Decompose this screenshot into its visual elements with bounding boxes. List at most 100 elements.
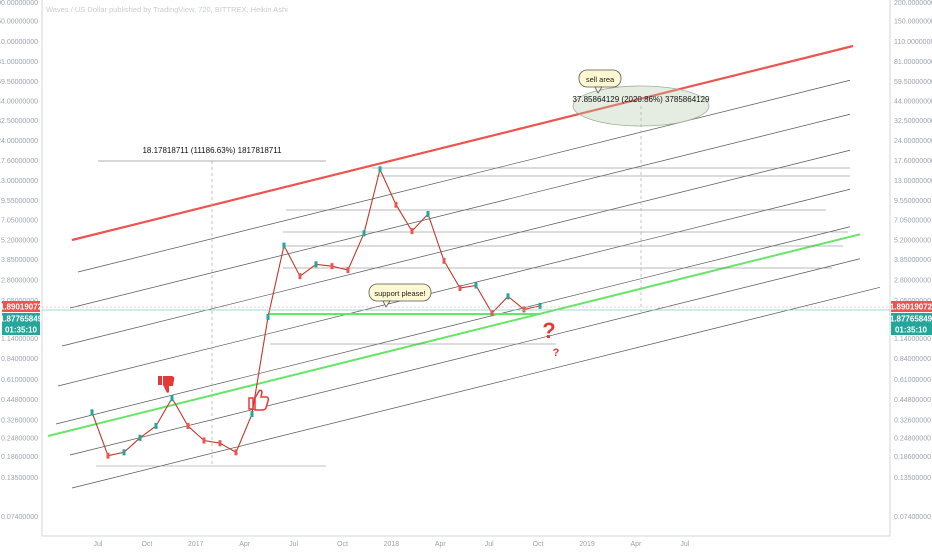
left-tick-label: 0.44800000	[1, 397, 38, 404]
price-point	[538, 302, 542, 309]
left-tick-label: 9.55000000	[1, 198, 38, 205]
right-tick-label: 0.13500000	[894, 475, 931, 482]
right-tick-label: 81.00000000	[894, 59, 932, 66]
right-tick-label: 2.80000000	[894, 278, 931, 285]
price-point	[218, 440, 222, 447]
sell-area-bubble: sell area	[578, 69, 622, 94]
price-point	[250, 411, 254, 418]
x-tick-label: Jul	[680, 541, 689, 548]
x-tick-label: Apr	[239, 541, 251, 548]
right-tick-label: 200.00000000	[894, 0, 932, 7]
price-tag-left-2: 1.87765849	[0, 313, 43, 324]
measure-2-label: 37.85864129 (2020.86%) 3785864129	[572, 95, 710, 104]
measure-1-label: 18.17818711 (11186.63%) 1817818711	[142, 146, 282, 155]
left-tick-label: 44.00000000	[0, 98, 38, 105]
price-point	[314, 261, 318, 268]
price-point	[298, 273, 302, 280]
right-tick-label: 150.00000000	[894, 19, 932, 26]
price-point	[138, 434, 142, 441]
price-point	[490, 310, 494, 317]
right-tick-label: 0.18600000	[894, 454, 931, 461]
left-tick-label: 24.00000000	[0, 138, 38, 145]
right-tick-label: 0.07400000	[894, 514, 931, 521]
price-tag-2: 1.87765849	[890, 313, 932, 324]
price-point	[378, 166, 382, 173]
price-tag-1: 1.89019072	[890, 301, 932, 312]
price-point	[426, 211, 430, 218]
price-point	[282, 242, 286, 249]
price-point	[122, 449, 126, 456]
left-tick-label: 5.20000000	[1, 237, 38, 244]
price-point	[90, 409, 94, 416]
thumbs-up-icon	[248, 389, 270, 411]
price-tag-left-3-text: 01:35:10	[5, 326, 38, 335]
x-tick-label: Apr	[630, 541, 642, 548]
support-bubble-text: support please!	[374, 289, 425, 298]
question-mark-large: ?	[542, 318, 555, 343]
price-line	[91, 167, 541, 457]
left-tick-label: 59.50000000	[0, 79, 38, 86]
left-tick-label: 200.00000000	[0, 0, 38, 7]
resistance-line	[71, 44, 854, 242]
price-point	[346, 266, 350, 273]
price-tag-3-text: 01:35:10	[895, 326, 928, 335]
x-tick-label: Jul	[485, 541, 494, 548]
channel-line	[69, 113, 851, 309]
left-tick-label: 150.00000000	[0, 19, 38, 26]
price-point	[202, 437, 206, 444]
price-point	[234, 449, 238, 456]
price-tag-left-2-text: 1.87765849	[0, 315, 43, 324]
x-tick-label: Oct	[533, 541, 544, 548]
right-tick-label: 32.50000000	[894, 118, 932, 125]
price-point	[410, 228, 414, 235]
channel-line	[61, 149, 851, 347]
question-mark-small: ?	[553, 347, 560, 359]
left-tick-label: 0.07400000	[1, 514, 38, 521]
price-point	[330, 263, 334, 270]
sell-area-text: sell area	[586, 75, 615, 84]
price-point	[362, 230, 366, 237]
left-tick-label: 0.13500000	[1, 475, 38, 482]
x-tick-label: Jul	[94, 541, 103, 548]
left-tick-label: 0.32600000	[1, 418, 38, 425]
price-candles	[90, 166, 542, 459]
channel-line	[69, 258, 861, 456]
right-tick-label: 44.00000000	[894, 98, 932, 105]
right-tick-label: 0.24800000	[894, 435, 931, 442]
right-tick-label: 5.20000000	[894, 237, 931, 244]
channel-line	[71, 286, 881, 489]
left-tick-label: 17.60000000	[0, 158, 38, 165]
x-tick-label: 2018	[384, 541, 400, 548]
parallel-channel	[47, 44, 881, 489]
price-point	[442, 257, 446, 264]
right-tick-label: 17.60000000	[894, 158, 932, 165]
x-tick-label: Oct	[337, 541, 348, 548]
price-point	[154, 422, 158, 429]
price-point	[458, 285, 462, 292]
right-tick-label: 1.14000000	[894, 336, 931, 343]
horizontal-levels	[268, 167, 850, 345]
x-tick-label: Oct	[141, 541, 152, 548]
price-tag-left-1: 1.89019072	[0, 301, 43, 312]
x-tick-label: 2019	[579, 541, 595, 548]
left-tick-label: 7.05000000	[1, 218, 38, 225]
price-point	[394, 201, 398, 208]
left-price-scale: 0.07400000 0.13500000 0.18600000 0.24800000…	[0, 0, 38, 521]
price-tag-3: 01:35:10	[891, 324, 932, 335]
right-tick-label: 0.84000000	[894, 356, 931, 363]
price-point	[186, 422, 190, 429]
right-tick-label: 0.61000000	[894, 377, 931, 384]
price-tag-2-text: 1.87765849	[890, 315, 932, 324]
right-tick-label: 0.44800000	[894, 397, 931, 404]
support-bubble: support please!	[368, 283, 432, 308]
left-tick-label: 0.24800000	[1, 435, 38, 442]
price-tag-left-3: 01:35:10	[2, 324, 40, 335]
left-tick-label: 0.18600000	[1, 454, 38, 461]
left-tick-label: 81.00000000	[0, 59, 38, 66]
x-tick-label: 2017	[188, 541, 204, 548]
support-line	[47, 233, 861, 437]
left-tick-label: 13.00000000	[0, 178, 38, 185]
price-point	[170, 395, 174, 402]
